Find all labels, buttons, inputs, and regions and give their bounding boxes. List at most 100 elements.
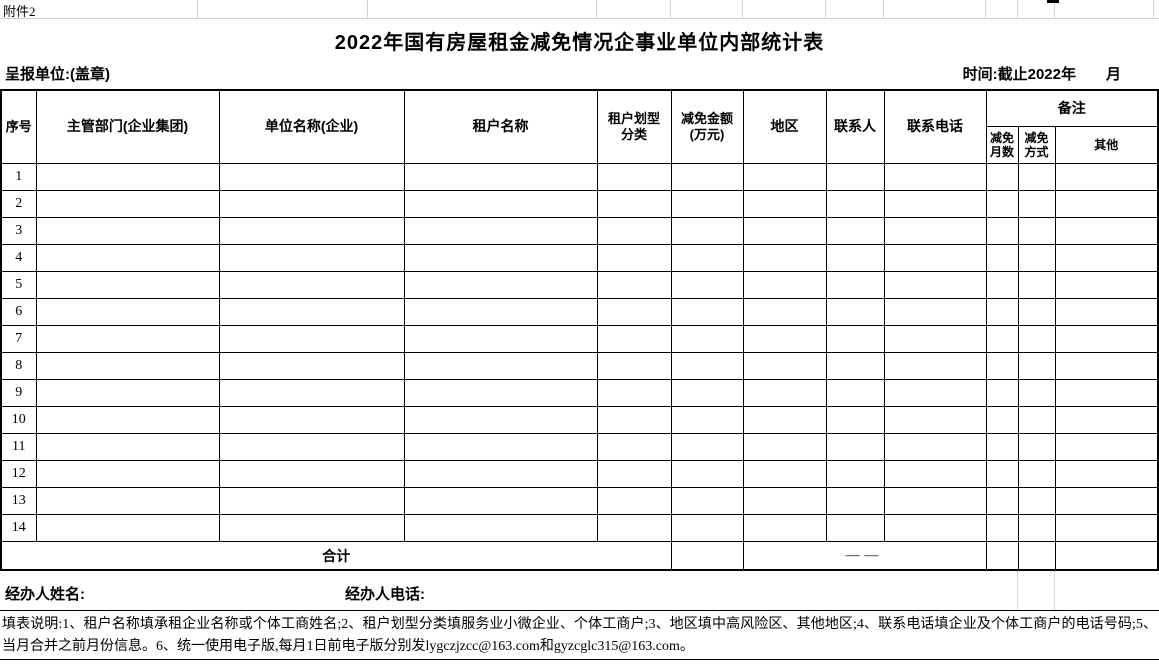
empty-cell[interactable] (742, 190, 827, 218)
total-dash-cell[interactable]: —— (742, 541, 987, 571)
total-amount-cell[interactable] (670, 541, 744, 571)
row-number-cell[interactable]: 1 (0, 163, 37, 191)
empty-cell[interactable] (1017, 379, 1056, 407)
empty-cell[interactable] (218, 325, 405, 353)
empty-cell[interactable] (825, 271, 885, 299)
empty-cell[interactable] (1054, 190, 1159, 218)
empty-cell[interactable] (742, 325, 827, 353)
empty-cell[interactable] (670, 217, 744, 245)
empty-cell[interactable] (1054, 325, 1159, 353)
empty-cell[interactable] (883, 163, 987, 191)
empty-cell[interactable] (883, 271, 987, 299)
empty-cell[interactable] (403, 325, 598, 353)
empty-cell[interactable] (1017, 460, 1056, 488)
empty-cell[interactable] (1054, 163, 1159, 191)
total-label-cell[interactable]: 合计 (0, 541, 672, 571)
header-phone[interactable]: 联系电话 (883, 89, 987, 164)
empty-cell[interactable] (742, 298, 827, 326)
empty-cell[interactable] (218, 460, 405, 488)
empty-cell[interactable] (1017, 163, 1056, 191)
header-index[interactable]: 序号 (0, 89, 37, 164)
empty-cell[interactable] (670, 460, 744, 488)
empty-cell[interactable] (403, 271, 598, 299)
empty-cell[interactable] (825, 352, 885, 380)
empty-cell[interactable] (985, 298, 1019, 326)
empty-cell[interactable] (1054, 379, 1159, 407)
empty-cell[interactable] (1017, 217, 1056, 245)
empty-cell[interactable] (1054, 298, 1159, 326)
row-number-cell[interactable]: 9 (0, 379, 37, 407)
empty-cell[interactable] (35, 487, 220, 515)
row-number-cell[interactable]: 7 (0, 325, 37, 353)
row-number-cell[interactable]: 10 (0, 406, 37, 434)
empty-cell[interactable] (825, 244, 885, 272)
empty-cell[interactable] (742, 352, 827, 380)
empty-cell[interactable] (985, 217, 1019, 245)
empty-cell[interactable] (985, 514, 1019, 542)
empty-cell[interactable] (35, 244, 220, 272)
empty-cell[interactable] (596, 271, 672, 299)
row-number-cell[interactable]: 2 (0, 190, 37, 218)
empty-cell[interactable] (825, 406, 885, 434)
empty-cell[interactable] (825, 298, 885, 326)
header-contact[interactable]: 联系人 (825, 89, 885, 164)
row-number-cell[interactable]: 13 (0, 487, 37, 515)
empty-cell[interactable] (670, 163, 744, 191)
empty-cell[interactable] (35, 433, 220, 461)
empty-cell[interactable] (742, 406, 827, 434)
empty-cell[interactable] (985, 460, 1019, 488)
empty-cell[interactable] (596, 325, 672, 353)
empty-cell[interactable] (883, 298, 987, 326)
empty-cell[interactable] (1017, 487, 1056, 515)
empty-cell[interactable] (825, 325, 885, 353)
empty-cell[interactable] (742, 244, 827, 272)
row-number-cell[interactable]: 4 (0, 244, 37, 272)
empty-cell[interactable] (742, 514, 827, 542)
empty-cell[interactable] (670, 325, 744, 353)
empty-cell[interactable] (742, 487, 827, 515)
empty-cell[interactable] (883, 244, 987, 272)
empty-cell[interactable] (985, 244, 1019, 272)
empty-cell[interactable] (403, 487, 598, 515)
empty-cell[interactable] (35, 514, 220, 542)
empty-cell[interactable] (35, 163, 220, 191)
empty-cell[interactable] (883, 190, 987, 218)
empty-cell[interactable] (218, 379, 405, 407)
empty-cell[interactable] (596, 352, 672, 380)
empty-cell[interactable] (742, 217, 827, 245)
empty-cell[interactable] (985, 190, 1019, 218)
empty-cell[interactable] (1017, 244, 1056, 272)
empty-cell[interactable] (218, 352, 405, 380)
empty-cell[interactable] (218, 217, 405, 245)
row-number-cell[interactable]: 12 (0, 460, 37, 488)
empty-cell[interactable] (883, 487, 987, 515)
empty-cell[interactable] (596, 163, 672, 191)
empty-cell[interactable] (403, 406, 598, 434)
empty-cell[interactable] (825, 190, 885, 218)
empty-cell[interactable] (1017, 325, 1056, 353)
empty-cell[interactable] (825, 487, 885, 515)
empty-cell[interactable] (883, 460, 987, 488)
empty-cell[interactable] (35, 190, 220, 218)
row-number-cell[interactable]: 14 (0, 514, 37, 542)
header-unit-name[interactable]: 单位名称(企业) (218, 89, 405, 164)
empty-cell[interactable] (1017, 514, 1056, 542)
empty-cell[interactable] (403, 352, 598, 380)
empty-cell[interactable] (985, 406, 1019, 434)
empty-cell[interactable] (1054, 460, 1159, 488)
empty-cell[interactable] (218, 244, 405, 272)
empty-cell[interactable] (403, 460, 598, 488)
empty-cell[interactable] (1017, 433, 1056, 461)
empty-cell[interactable] (403, 298, 598, 326)
empty-cell[interactable] (883, 514, 987, 542)
empty-cell[interactable] (1017, 406, 1056, 434)
header-remark-method[interactable]: 减免 方式 (1017, 126, 1056, 164)
empty-cell[interactable] (596, 298, 672, 326)
empty-cell[interactable] (1054, 244, 1159, 272)
empty-cell[interactable] (883, 352, 987, 380)
empty-cell[interactable] (985, 433, 1019, 461)
header-tenant-type[interactable]: 租户划型 分类 (596, 89, 672, 164)
empty-cell[interactable] (670, 298, 744, 326)
row-number-cell[interactable]: 8 (0, 352, 37, 380)
empty-cell[interactable] (985, 271, 1019, 299)
